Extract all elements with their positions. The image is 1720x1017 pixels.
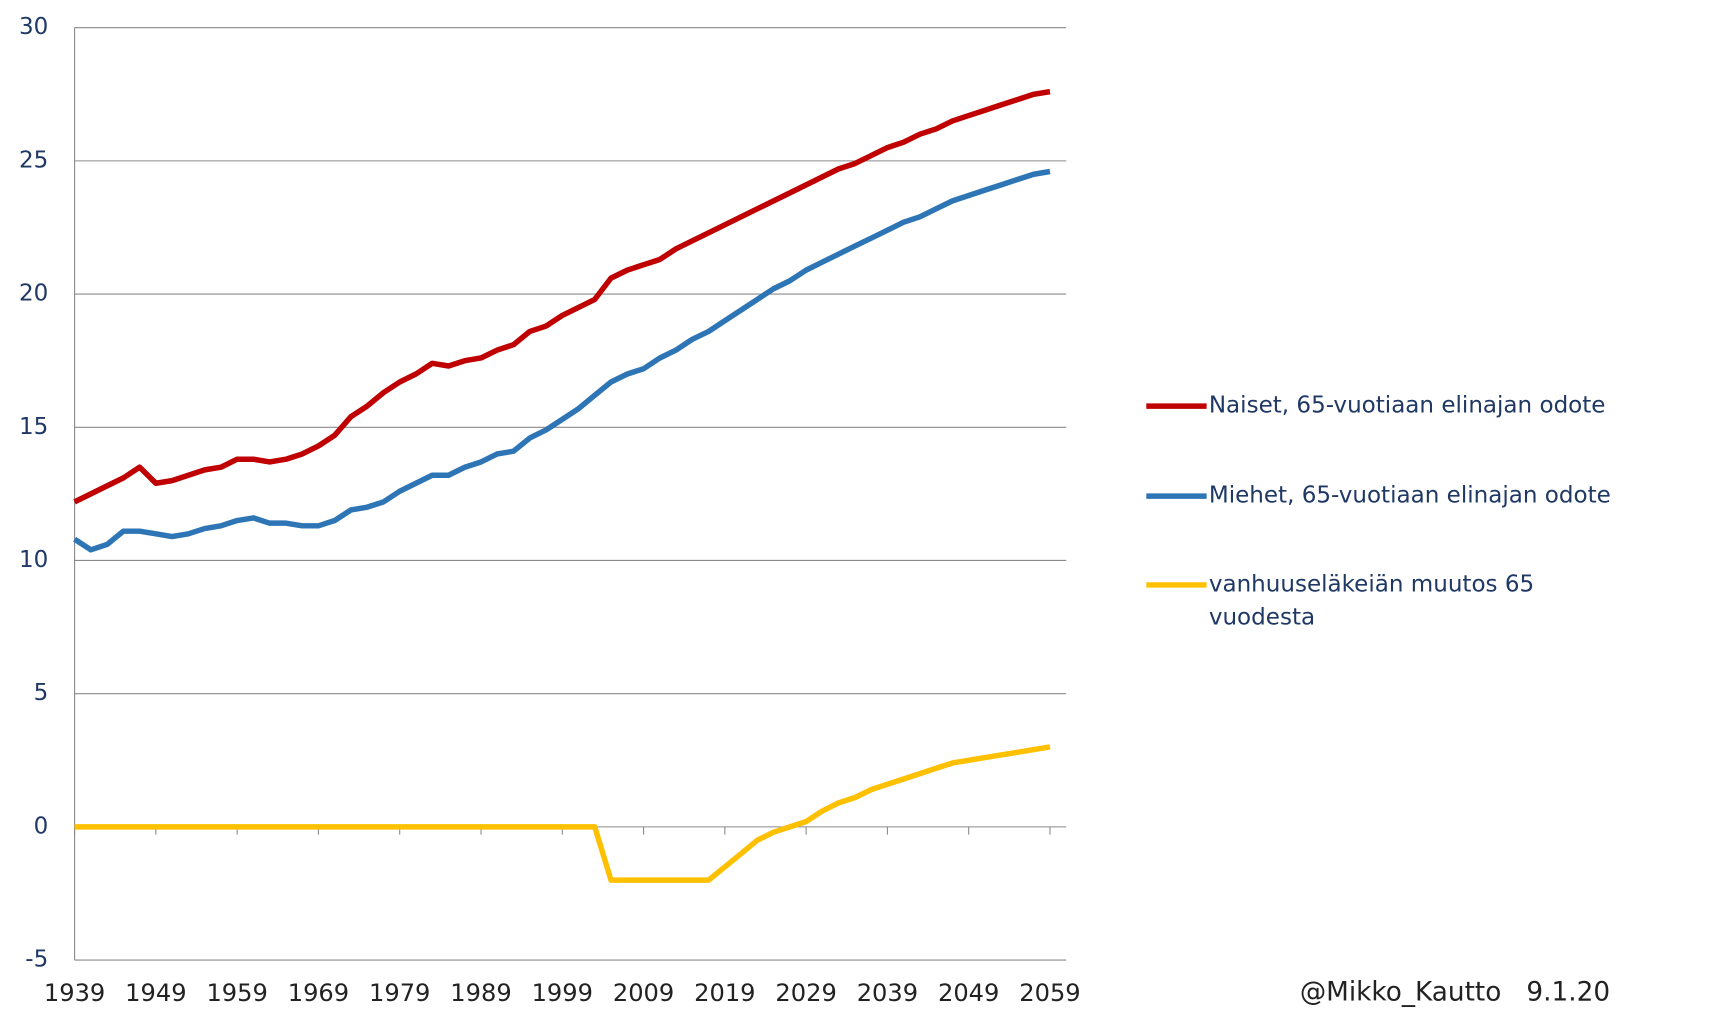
x-tick-label: 2039 [857,979,918,1007]
y-tick-label: 20 [19,281,48,307]
y-tick-label: 0 [34,813,49,839]
x-tick-label: 1949 [125,979,186,1007]
x-tick-label: 2009 [613,979,674,1007]
x-tick-label: 1959 [206,979,267,1007]
series-line [73,168,1051,553]
legend-item: Miehet, 65-vuotiaan elinajan odote [1208,481,1611,509]
x-tick-label: 1999 [532,979,593,1007]
y-tick-label: 25 [19,147,48,173]
x-tick-label: 1939 [44,979,105,1007]
x-tick-label: 2029 [775,979,836,1007]
series-line [74,744,1051,883]
y-tick-label: -5 [25,947,48,973]
legend-item: vanhuuseläkeiän muutos 65 vuodesta [1208,570,1535,630]
legend-item: Naiset, 65-vuotiaan elinajan odote [1208,391,1606,419]
x-tick-label: 1969 [288,979,349,1007]
legend-label: Naiset, 65-vuotiaan elinajan odote [1208,391,1606,419]
annotation: @Mikko_Kautto 9.1.20 [1300,977,1610,1007]
legend-label: Miehet, 65-vuotiaan elinajan odote [1208,481,1611,509]
y-tick-label: 10 [19,547,48,573]
y-tick-label: 5 [34,680,49,706]
x-tick-label: 2059 [1019,979,1080,1007]
x-tick-label: 1989 [450,979,511,1007]
y-tick-label: 30 [19,14,48,40]
legend-label: vanhuuseläkeiän muutos 65 vuodesta [1208,570,1535,630]
y-tick-label: 15 [19,414,48,440]
x-tick-label: 2019 [694,979,755,1007]
x-tick-label: 2049 [938,979,999,1007]
x-tick-label: 1979 [369,979,430,1007]
series-line [73,88,1051,505]
